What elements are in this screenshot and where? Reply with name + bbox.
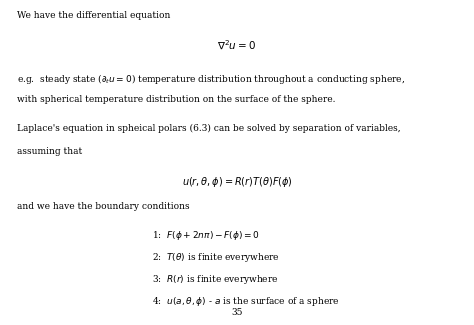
Text: and we have the boundary conditions: and we have the boundary conditions: [17, 202, 189, 212]
Text: 4:  $u(a, \theta, \phi)$ - $a$ is the surface of a sphere: 4: $u(a, \theta, \phi)$ - $a$ is the sur…: [152, 295, 339, 308]
Text: $\nabla^2 u = 0$: $\nabla^2 u = 0$: [218, 39, 256, 52]
Text: 3:  $R(r)$ is finite everywhere: 3: $R(r)$ is finite everywhere: [152, 273, 278, 286]
Text: with spherical temperature distribution on the surface of the sphere.: with spherical temperature distribution …: [17, 95, 335, 104]
Text: assuming that: assuming that: [17, 147, 82, 156]
Text: $u(r, \theta, \phi) = R(r)T(\theta)F(\phi)$: $u(r, \theta, \phi) = R(r)T(\theta)F(\ph…: [182, 175, 292, 189]
Text: 1:  $F(\phi + 2n\pi) - F(\phi) = 0$: 1: $F(\phi + 2n\pi) - F(\phi) = 0$: [152, 229, 260, 242]
Text: 2:  $T(\theta)$ is finite everywhere: 2: $T(\theta)$ is finite everywhere: [152, 251, 279, 264]
Text: We have the differential equation: We have the differential equation: [17, 11, 170, 20]
Text: 35: 35: [231, 308, 243, 317]
Text: Laplace's equation in spheical polars (6.3) can be solved by separation of varia: Laplace's equation in spheical polars (6…: [17, 124, 400, 133]
Text: e.g.  steady state ($\partial_t u = 0$) temperature distribution throughout a co: e.g. steady state ($\partial_t u = 0$) t…: [17, 72, 405, 85]
